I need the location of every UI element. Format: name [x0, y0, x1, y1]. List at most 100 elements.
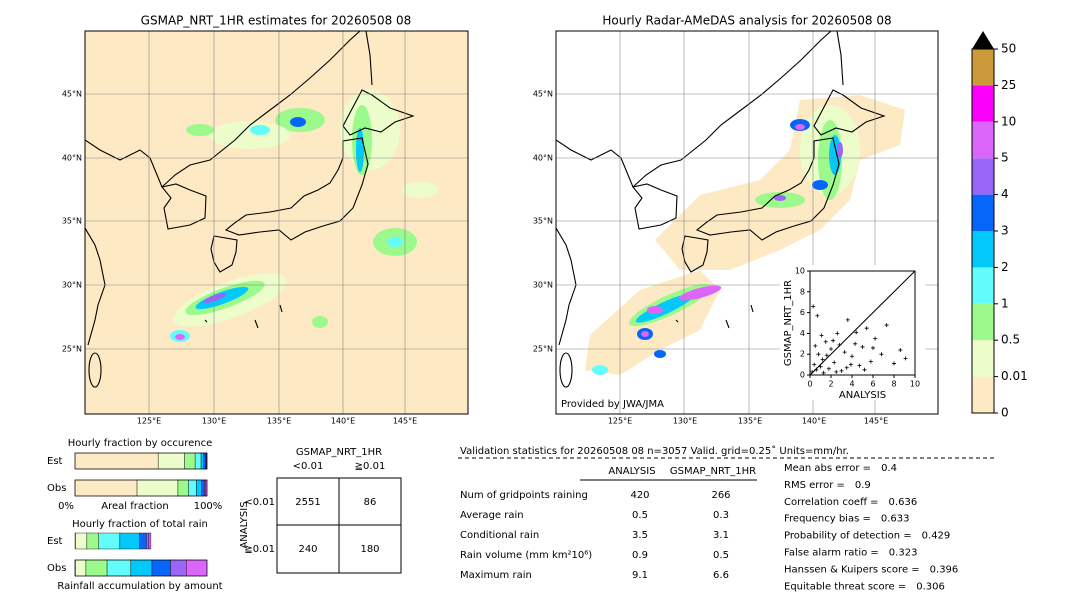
lon-label: 135°E — [267, 417, 291, 426]
fraction-segment — [75, 560, 86, 576]
table-cell: 3.5 — [632, 530, 648, 541]
row-label: Est — [47, 456, 63, 467]
y-axis-label: GSMAP_NRT_1HR — [783, 280, 794, 366]
fraction-segment — [158, 453, 184, 469]
score-value: 0.636 — [889, 497, 918, 508]
fraction-segment — [86, 560, 107, 576]
colorbar-label: 1 — [1001, 296, 1009, 310]
credit: Provided by JWA/JMA — [561, 399, 664, 410]
fraction-segment — [140, 533, 147, 549]
colorbar-extend — [972, 31, 994, 49]
lat-label: 45°N — [62, 90, 82, 99]
axis-label: Rainfall accumulation by amount — [57, 581, 222, 592]
x-tick-label: 10 — [910, 380, 920, 389]
y-tick-label: 8 — [800, 287, 805, 296]
y-tick-label: 2 — [800, 350, 805, 359]
x-tick-label: 8 — [891, 380, 896, 389]
axis-label: 0% — [58, 501, 74, 512]
fraction-segment — [195, 453, 201, 469]
fraction-segment — [120, 533, 140, 549]
col-header: <0.01 — [293, 461, 324, 472]
row-label: Obs — [47, 483, 66, 494]
x-tick-label: 4 — [849, 380, 854, 389]
x-tick-label: 0 — [807, 380, 812, 389]
fraction-segment — [204, 453, 206, 469]
score-value: 0.9 — [855, 480, 871, 491]
table-cell: 0.5 — [713, 550, 729, 561]
row-label: Average rain — [460, 510, 524, 521]
colorbar-segment — [972, 122, 994, 158]
table-cell: 0.3 — [713, 510, 729, 521]
lon-label: 130°E — [673, 417, 697, 426]
table-cell: 86 — [364, 497, 377, 508]
row-header: ≧0.01 — [244, 544, 275, 555]
colorbar-label: 4 — [1001, 187, 1009, 201]
fraction-segment — [99, 533, 120, 549]
row-label: Rain volume (mm km²10⁶) — [460, 550, 592, 561]
score-value: 0.306 — [916, 581, 945, 592]
colorbar-label: 5 — [1001, 151, 1009, 165]
table-cell: 420 — [630, 490, 649, 501]
x-tick-label: 2 — [828, 380, 833, 389]
lon-label: 145°E — [393, 417, 417, 426]
fraction-segment — [196, 480, 201, 496]
row-label: Maximum rain — [460, 570, 532, 581]
lon-label: 140°E — [802, 417, 826, 426]
table-cell: 9.1 — [632, 570, 648, 581]
score-value: 0.4 — [881, 463, 897, 474]
col-header: ANALYSIS — [608, 466, 655, 477]
axis-label: 100% — [194, 501, 223, 512]
colorbar-label: 3 — [1001, 224, 1009, 238]
score-value: 0.429 — [922, 531, 951, 542]
lat-label: 45°N — [533, 90, 553, 99]
contingency-title: GSMAP_NRT_1HR — [296, 447, 382, 458]
lat-label: 30°N — [533, 281, 553, 290]
y-tick-label: 6 — [800, 308, 805, 317]
colorbar-label: 25 — [1001, 78, 1016, 92]
colorbar-segment — [972, 231, 994, 267]
score-label: Correlation coeff = — [784, 497, 879, 508]
colorbar-label: 0.5 — [1001, 333, 1020, 347]
fraction-segment — [107, 560, 131, 576]
lat-label: 35°N — [533, 217, 553, 226]
table-cell: 240 — [298, 544, 317, 555]
colorbar-label: 0.01 — [1001, 369, 1028, 383]
lat-label: 40°N — [533, 154, 553, 163]
col-header: ≧0.01 — [355, 461, 386, 472]
contingency-table — [277, 478, 401, 573]
lat-label: 30°N — [62, 281, 82, 290]
fraction-segment — [202, 480, 205, 496]
colorbar-label: 10 — [1001, 114, 1016, 128]
colorbar-segment — [972, 377, 994, 413]
fraction-segment — [201, 453, 204, 469]
table-cell: 266 — [711, 490, 730, 501]
score-label: RMS error = — [784, 480, 845, 491]
colorbar-segment — [972, 267, 994, 303]
table-cell: 2551 — [295, 497, 320, 508]
table-cell: 6.6 — [713, 570, 729, 581]
score-label: Mean abs error = — [784, 463, 871, 474]
colorbar-segment — [972, 340, 994, 376]
lon-label: 145°E — [864, 417, 888, 426]
row-label: Num of gridpoints raining — [460, 490, 588, 501]
score-value: 0.323 — [889, 548, 918, 559]
colorbar-segment — [972, 49, 994, 85]
fraction-segment — [75, 480, 137, 496]
fraction-segment — [170, 560, 186, 576]
row-label: Est — [47, 536, 63, 547]
row-header: <0.01 — [244, 497, 275, 508]
score-value: 0.396 — [930, 564, 959, 575]
y-tick-label: 4 — [800, 329, 805, 338]
table-cell: 0.5 — [632, 510, 648, 521]
y-tick-label: 10 — [795, 267, 805, 276]
colorbar-segment — [972, 158, 994, 194]
validation-header: Validation statistics for 20260508 08 n=… — [460, 445, 849, 457]
colorbar-segment — [972, 195, 994, 231]
colorbar-label: 0 — [1001, 406, 1009, 420]
x-axis-label: ANALYSIS — [839, 390, 886, 401]
fraction-segment — [189, 480, 197, 496]
left-map — [85, 31, 468, 414]
fraction-segment — [137, 480, 178, 496]
table-cell: 180 — [360, 544, 379, 555]
fraction-segment — [185, 453, 196, 469]
